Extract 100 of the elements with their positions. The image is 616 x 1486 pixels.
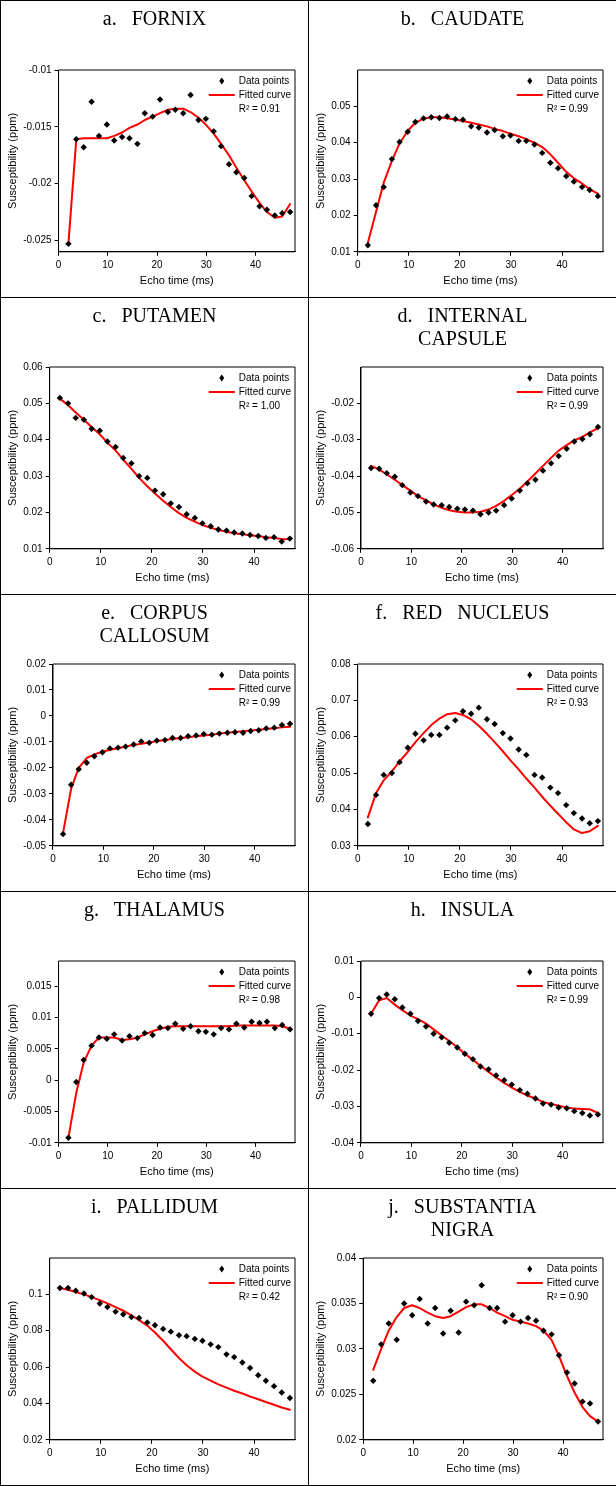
x-tick-label: 40 — [248, 555, 261, 567]
annotation: R² = 0.91 — [238, 102, 281, 114]
y-tick-label: -0.04 — [331, 1136, 355, 1148]
y-tick-label: -0.02 — [331, 1063, 355, 1075]
x-axis-title: Echo time (ms) — [443, 274, 518, 287]
legend-label: Data points — [546, 965, 598, 977]
y-tick-label: -0.03 — [331, 433, 355, 445]
x-tick-label: 40 — [557, 555, 569, 567]
legend-label: Data points — [238, 371, 290, 383]
x-tick-label: 20 — [146, 555, 158, 567]
y-tick-label: 0.01 — [23, 542, 44, 554]
y-tick-label: -0.03 — [331, 1100, 355, 1112]
annotation: R² = 1.00 — [238, 399, 281, 411]
legend-label: Fitted curve — [238, 1276, 292, 1288]
y-tick-label: 0.01 — [32, 1011, 52, 1023]
chart-title: c. PUTAMEN — [91, 304, 218, 328]
y-tick-label: -0.01 — [331, 1027, 355, 1039]
y-tick-label: 0.06 — [331, 730, 352, 742]
legend-label: Fitted curve — [546, 682, 600, 694]
y-tick-label: -0.005 — [23, 1105, 52, 1117]
annotation: R² = 0.93 — [546, 696, 589, 708]
x-axis-title: Echo time (ms) — [137, 868, 211, 881]
chart-title: f. RED NUCLEUS — [374, 601, 551, 625]
x-tick-label: 40 — [250, 1149, 262, 1161]
x-tick-label: 20 — [148, 852, 160, 864]
y-tick-label: -0.04 — [23, 813, 47, 825]
x-tick-label: 40 — [250, 258, 262, 270]
x-tick-label: 30 — [506, 1149, 519, 1161]
x-tick-label: 40 — [556, 852, 569, 864]
x-tick-label: 10 — [405, 555, 418, 567]
x-tick-label: 30 — [197, 1446, 209, 1458]
x-tick-label: 30 — [505, 852, 517, 864]
chart-title: i. PALLIDUM — [89, 1195, 220, 1219]
y-axis-title: Susceptibility (ppm) — [313, 706, 326, 803]
y-axis-title: Susceptibility (ppm) — [313, 409, 326, 506]
x-tick-label: 20 — [151, 1149, 164, 1161]
annotation: R² = 0.42 — [238, 1290, 281, 1302]
y-tick-label: 0.07 — [331, 694, 352, 706]
legend-label: Fitted curve — [238, 979, 292, 991]
x-tick-label: 30 — [505, 258, 517, 270]
x-tick-label: 20 — [454, 258, 466, 270]
y-tick-label: -0.05 — [331, 506, 355, 518]
y-tick-label: 0 — [40, 709, 47, 721]
y-axis-title: Susceptibility (ppm) — [5, 1003, 18, 1100]
y-tick-label: 0.06 — [23, 1360, 44, 1372]
y-tick-label: -0.02 — [23, 761, 47, 773]
x-axis-title: Echo time (ms) — [445, 1165, 519, 1178]
y-tick-label: 0.04 — [336, 1251, 357, 1263]
y-tick-label: 0.02 — [23, 1433, 44, 1445]
x-tick-label: 30 — [200, 258, 213, 270]
y-tick-label: 0.01 — [26, 683, 47, 695]
x-tick-label: 40 — [556, 258, 569, 270]
x-tick-label: 40 — [557, 1149, 569, 1161]
legend-label: Data points — [546, 74, 598, 86]
legend-label: Fitted curve — [546, 979, 600, 991]
x-axis-title: Echo time (ms) — [135, 571, 210, 584]
y-tick-label: 0 — [348, 991, 355, 1003]
annotation: R² = 0.90 — [546, 1290, 589, 1302]
x-tick-label: 20 — [454, 852, 466, 864]
y-tick-label: 0.02 — [26, 657, 47, 669]
legend-label: Data points — [238, 668, 290, 680]
x-tick-label: 20 — [151, 258, 164, 270]
x-tick-label: 30 — [197, 555, 209, 567]
chart-title: e. CORPUS CALLOSUM — [98, 601, 211, 648]
x-tick-label: 0 — [55, 258, 62, 270]
x-tick-label: 10 — [95, 555, 107, 567]
legend-label: Fitted curve — [238, 385, 292, 397]
legend-label: Data points — [546, 1262, 598, 1274]
x-tick-label: 10 — [97, 852, 110, 864]
legend-label: Data points — [238, 74, 290, 86]
y-tick-label: 0.025 — [331, 1388, 357, 1400]
y-tick-label: 0.005 — [26, 1042, 52, 1054]
legend-label: Fitted curve — [238, 88, 292, 100]
y-tick-label: -0.015 — [23, 120, 52, 132]
y-tick-label: 0.05 — [331, 766, 352, 778]
y-axis-title: Susceptibility (ppm) — [313, 112, 326, 209]
y-tick-label: 0.08 — [331, 657, 352, 669]
y-tick-label: 0.03 — [23, 469, 44, 481]
y-tick-label: -0.01 — [28, 1136, 52, 1148]
y-axis-title: Susceptibility (ppm) — [5, 409, 18, 506]
x-axis-title: Echo time (ms) — [443, 868, 518, 881]
y-tick-label: 0.04 — [331, 803, 352, 815]
y-axis-title: Susceptibility (ppm) — [313, 1003, 326, 1100]
chart-title: g. THALAMUS — [83, 898, 226, 923]
y-tick-label: 0.02 — [336, 1433, 357, 1445]
chart-title: b. CAUDATE — [399, 7, 526, 31]
y-tick-label: 0.02 — [23, 506, 44, 518]
x-tick-label: 0 — [55, 1149, 62, 1161]
x-axis-title: Echo time (ms) — [445, 571, 519, 584]
x-tick-label: 10 — [405, 1149, 418, 1161]
annotation: R² = 0.99 — [546, 993, 589, 1005]
y-tick-label: 0.05 — [331, 100, 352, 112]
y-tick-label: 0.1 — [28, 1288, 44, 1300]
annotation: R² = 0.98 — [238, 993, 281, 1005]
x-tick-label: 20 — [146, 1446, 158, 1458]
legend-label: Fitted curve — [546, 88, 600, 100]
y-tick-label: 0.05 — [23, 397, 44, 409]
x-tick-label: 30 — [200, 1149, 213, 1161]
x-tick-label: 10 — [95, 1446, 107, 1458]
chart-title: d. INTERNAL CAPSULE — [396, 304, 529, 351]
